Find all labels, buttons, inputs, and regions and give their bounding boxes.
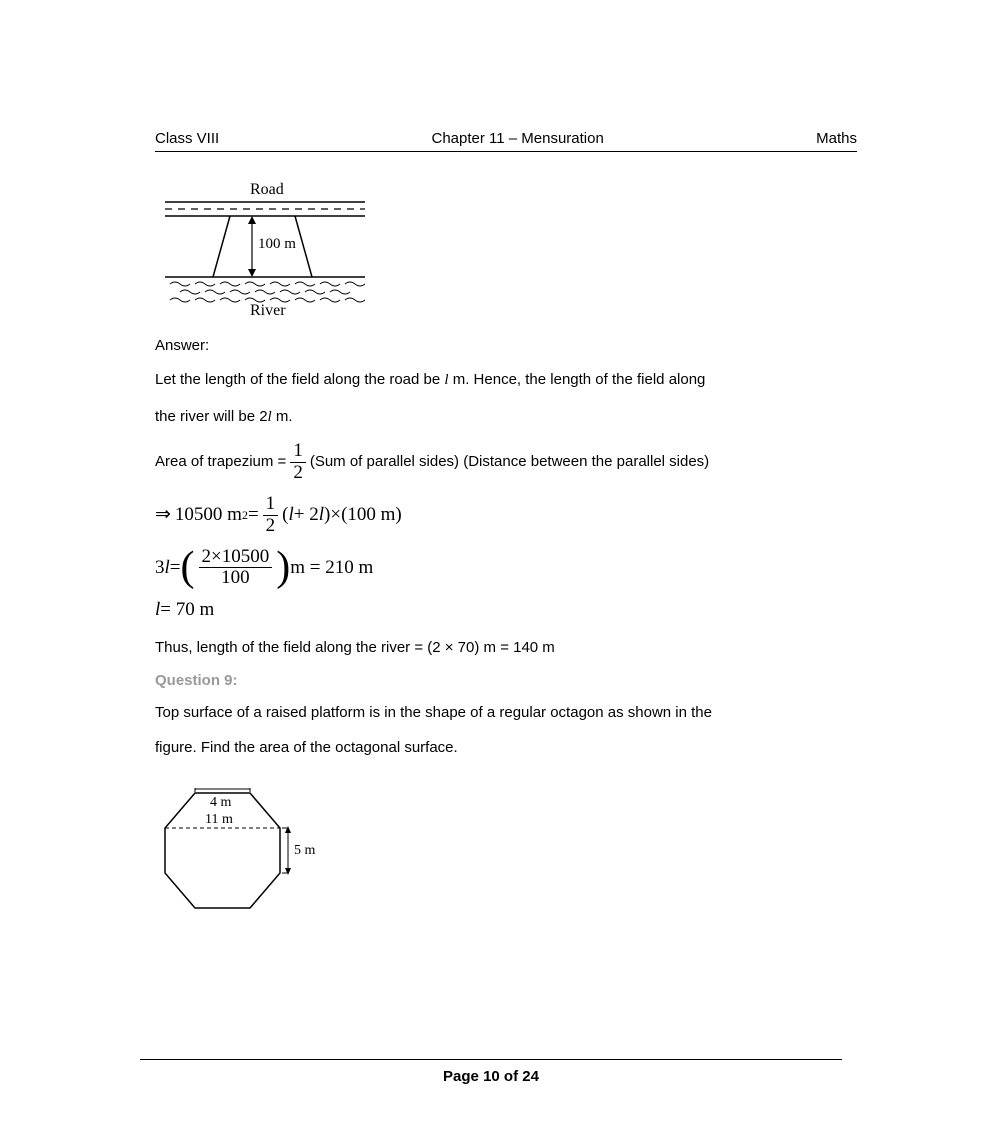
- answer-text-1: Let the length of the field along the ro…: [155, 364, 857, 397]
- half-fraction: 1 2: [290, 441, 306, 484]
- t: m.: [272, 408, 293, 425]
- answer-label: Answer:: [155, 337, 857, 354]
- trapezium-diagram: Road 100 m River: [155, 182, 857, 321]
- header-class: Class VIII: [155, 130, 219, 147]
- height-label-text: 100 m: [258, 236, 296, 252]
- octagon-diagram: 4 m 11 m 5 m: [155, 778, 857, 922]
- num: 1: [263, 494, 279, 516]
- question-9-text-1: Top surface of a raised platform is in t…: [155, 697, 857, 729]
- den: 100: [218, 568, 253, 589]
- num: 1: [290, 441, 306, 463]
- half-fraction: 1 2: [263, 494, 279, 537]
- t: Let the length of the field along the ro…: [155, 371, 444, 388]
- formula-post: (Sum of parallel sides) (Distance betwee…: [310, 450, 709, 474]
- page-header: Class VIII Chapter 11 – Mensuration Math…: [155, 130, 857, 152]
- top-label-text: 4 m: [210, 795, 232, 810]
- t: 10500 m: [175, 504, 242, 527]
- river-label-text: River: [250, 302, 286, 317]
- fraction: 2×10500 100: [199, 547, 273, 590]
- arrow: ⇒: [155, 504, 171, 527]
- num: 2×10500: [199, 547, 273, 569]
- paren-open: (: [181, 549, 195, 587]
- den: 2: [290, 463, 306, 484]
- header-subject: Maths: [816, 130, 857, 147]
- formula-pre: Area of trapezium =: [155, 450, 286, 474]
- t: )×(100 m): [324, 504, 402, 527]
- paren-close: ): [276, 549, 290, 587]
- t: 3: [155, 557, 165, 580]
- page-footer: Page 10 of 24: [140, 1059, 842, 1085]
- width-label-text: 11 m: [205, 812, 233, 827]
- result-text: Thus, length of the field along the rive…: [155, 632, 857, 664]
- t: =: [170, 557, 181, 580]
- t: m = 210 m: [290, 557, 373, 580]
- area-formula: Area of trapezium = 1 2 (Sum of parallel…: [155, 441, 857, 484]
- t: =: [248, 504, 259, 527]
- question-9-label: Question 9:: [155, 672, 857, 689]
- equation-3: l = 70 m: [155, 599, 857, 622]
- t: + 2: [294, 504, 319, 527]
- den: 2: [263, 516, 279, 537]
- t: = 70 m: [160, 599, 214, 622]
- t: m. Hence, the length of the field along: [449, 371, 706, 388]
- page-number: Page 10 of 24: [443, 1068, 539, 1085]
- side-label-text: 5 m: [294, 843, 316, 858]
- equation-1: ⇒ 10500 m2 = 1 2 (l + 2l)×(100 m): [155, 494, 857, 537]
- header-chapter: Chapter 11 – Mensuration: [432, 130, 604, 147]
- answer-text-2: the river will be 2l m.: [155, 401, 857, 434]
- question-9-text-2: figure. Find the area of the octagonal s…: [155, 732, 857, 764]
- equation-2: 3l = ( 2×10500 100 ) m = 210 m: [155, 547, 857, 590]
- t: the river will be 2: [155, 408, 268, 425]
- road-label-text: Road: [250, 182, 284, 198]
